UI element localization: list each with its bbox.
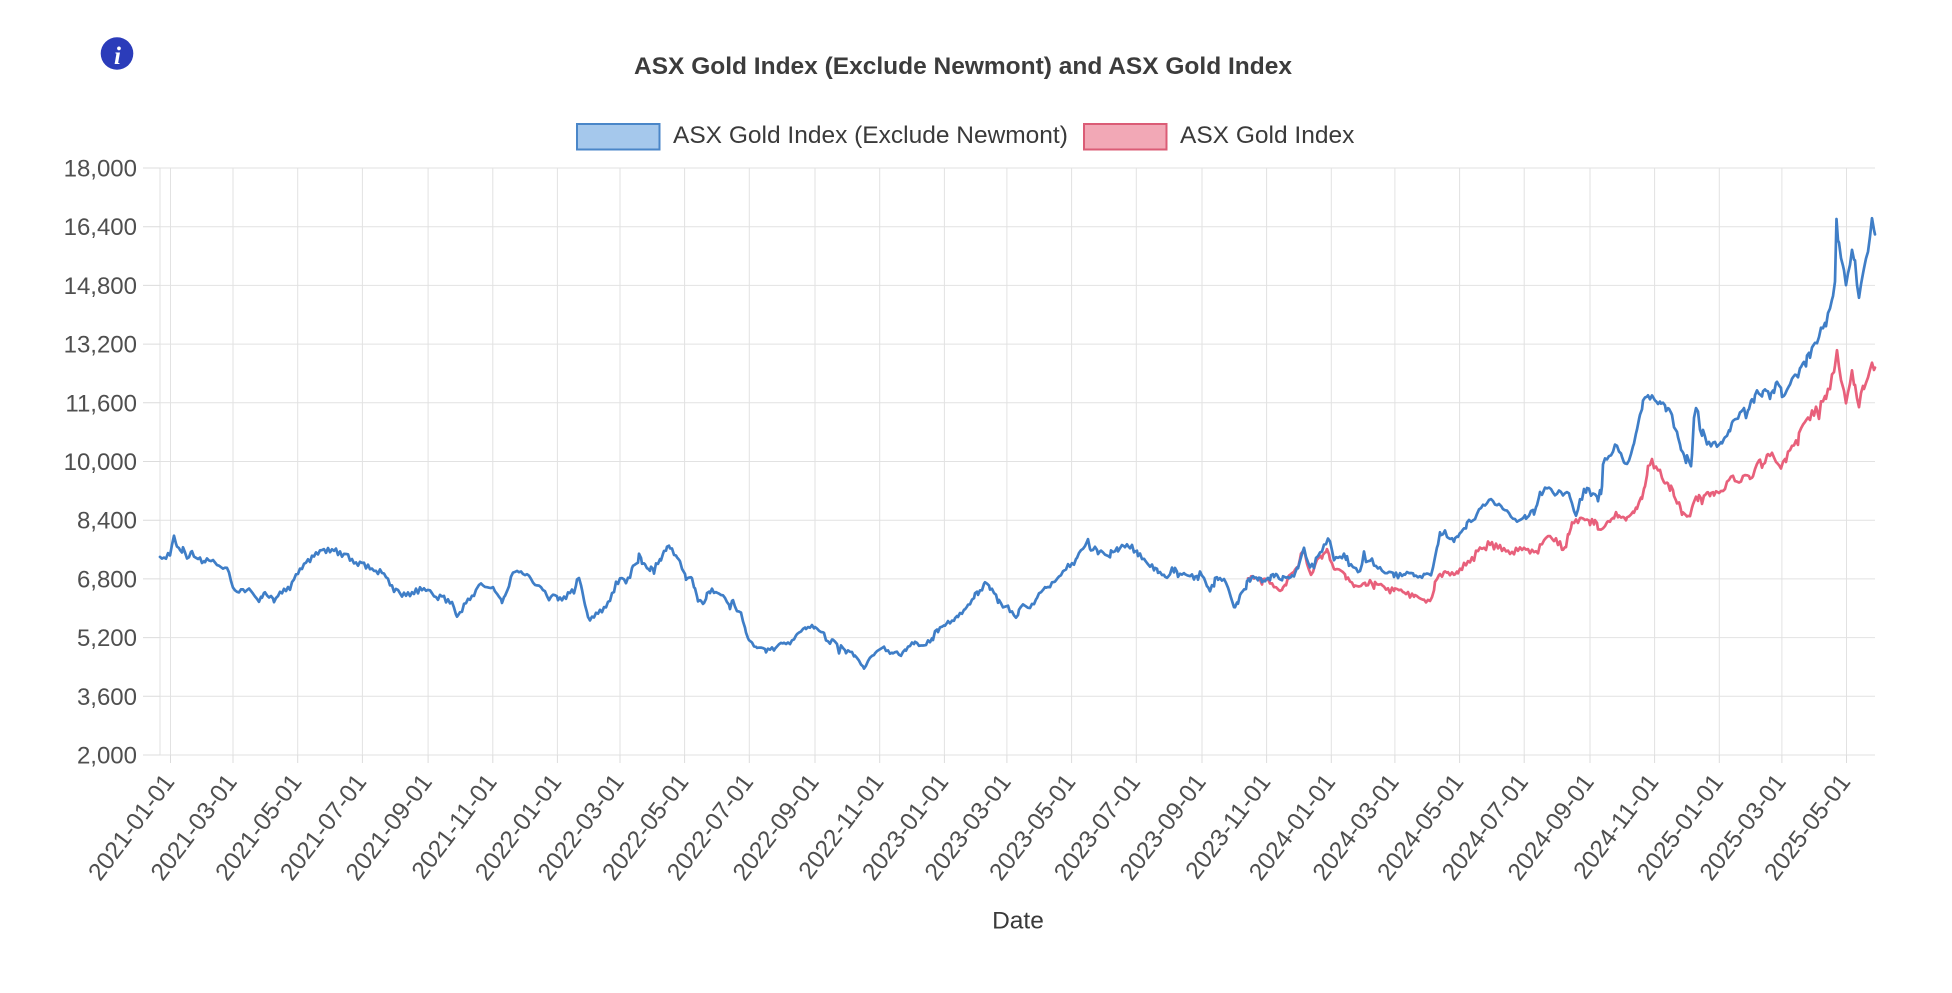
svg-text:5,200: 5,200 bbox=[77, 625, 137, 652]
svg-text:8,400: 8,400 bbox=[77, 508, 137, 535]
svg-text:13,200: 13,200 bbox=[64, 332, 137, 359]
svg-text:6,800: 6,800 bbox=[77, 566, 137, 593]
svg-text:10,000: 10,000 bbox=[64, 449, 137, 476]
svg-text:18,000: 18,000 bbox=[64, 156, 137, 183]
svg-text:11,600: 11,600 bbox=[65, 390, 137, 417]
svg-text:i: i bbox=[114, 43, 121, 70]
svg-text:ASX Gold Index (Exclude Newmon: ASX Gold Index (Exclude Newmont) and ASX… bbox=[634, 53, 1292, 80]
svg-text:2,000: 2,000 bbox=[77, 743, 137, 770]
svg-text:ASX Gold Index (Exclude Newmon: ASX Gold Index (Exclude Newmont) bbox=[673, 122, 1068, 149]
svg-text:3,600: 3,600 bbox=[77, 684, 137, 711]
svg-text:14,800: 14,800 bbox=[64, 273, 137, 300]
svg-text:Date: Date bbox=[992, 908, 1044, 935]
svg-text:ASX Gold Index: ASX Gold Index bbox=[1180, 122, 1354, 149]
svg-text:16,400: 16,400 bbox=[64, 214, 137, 241]
